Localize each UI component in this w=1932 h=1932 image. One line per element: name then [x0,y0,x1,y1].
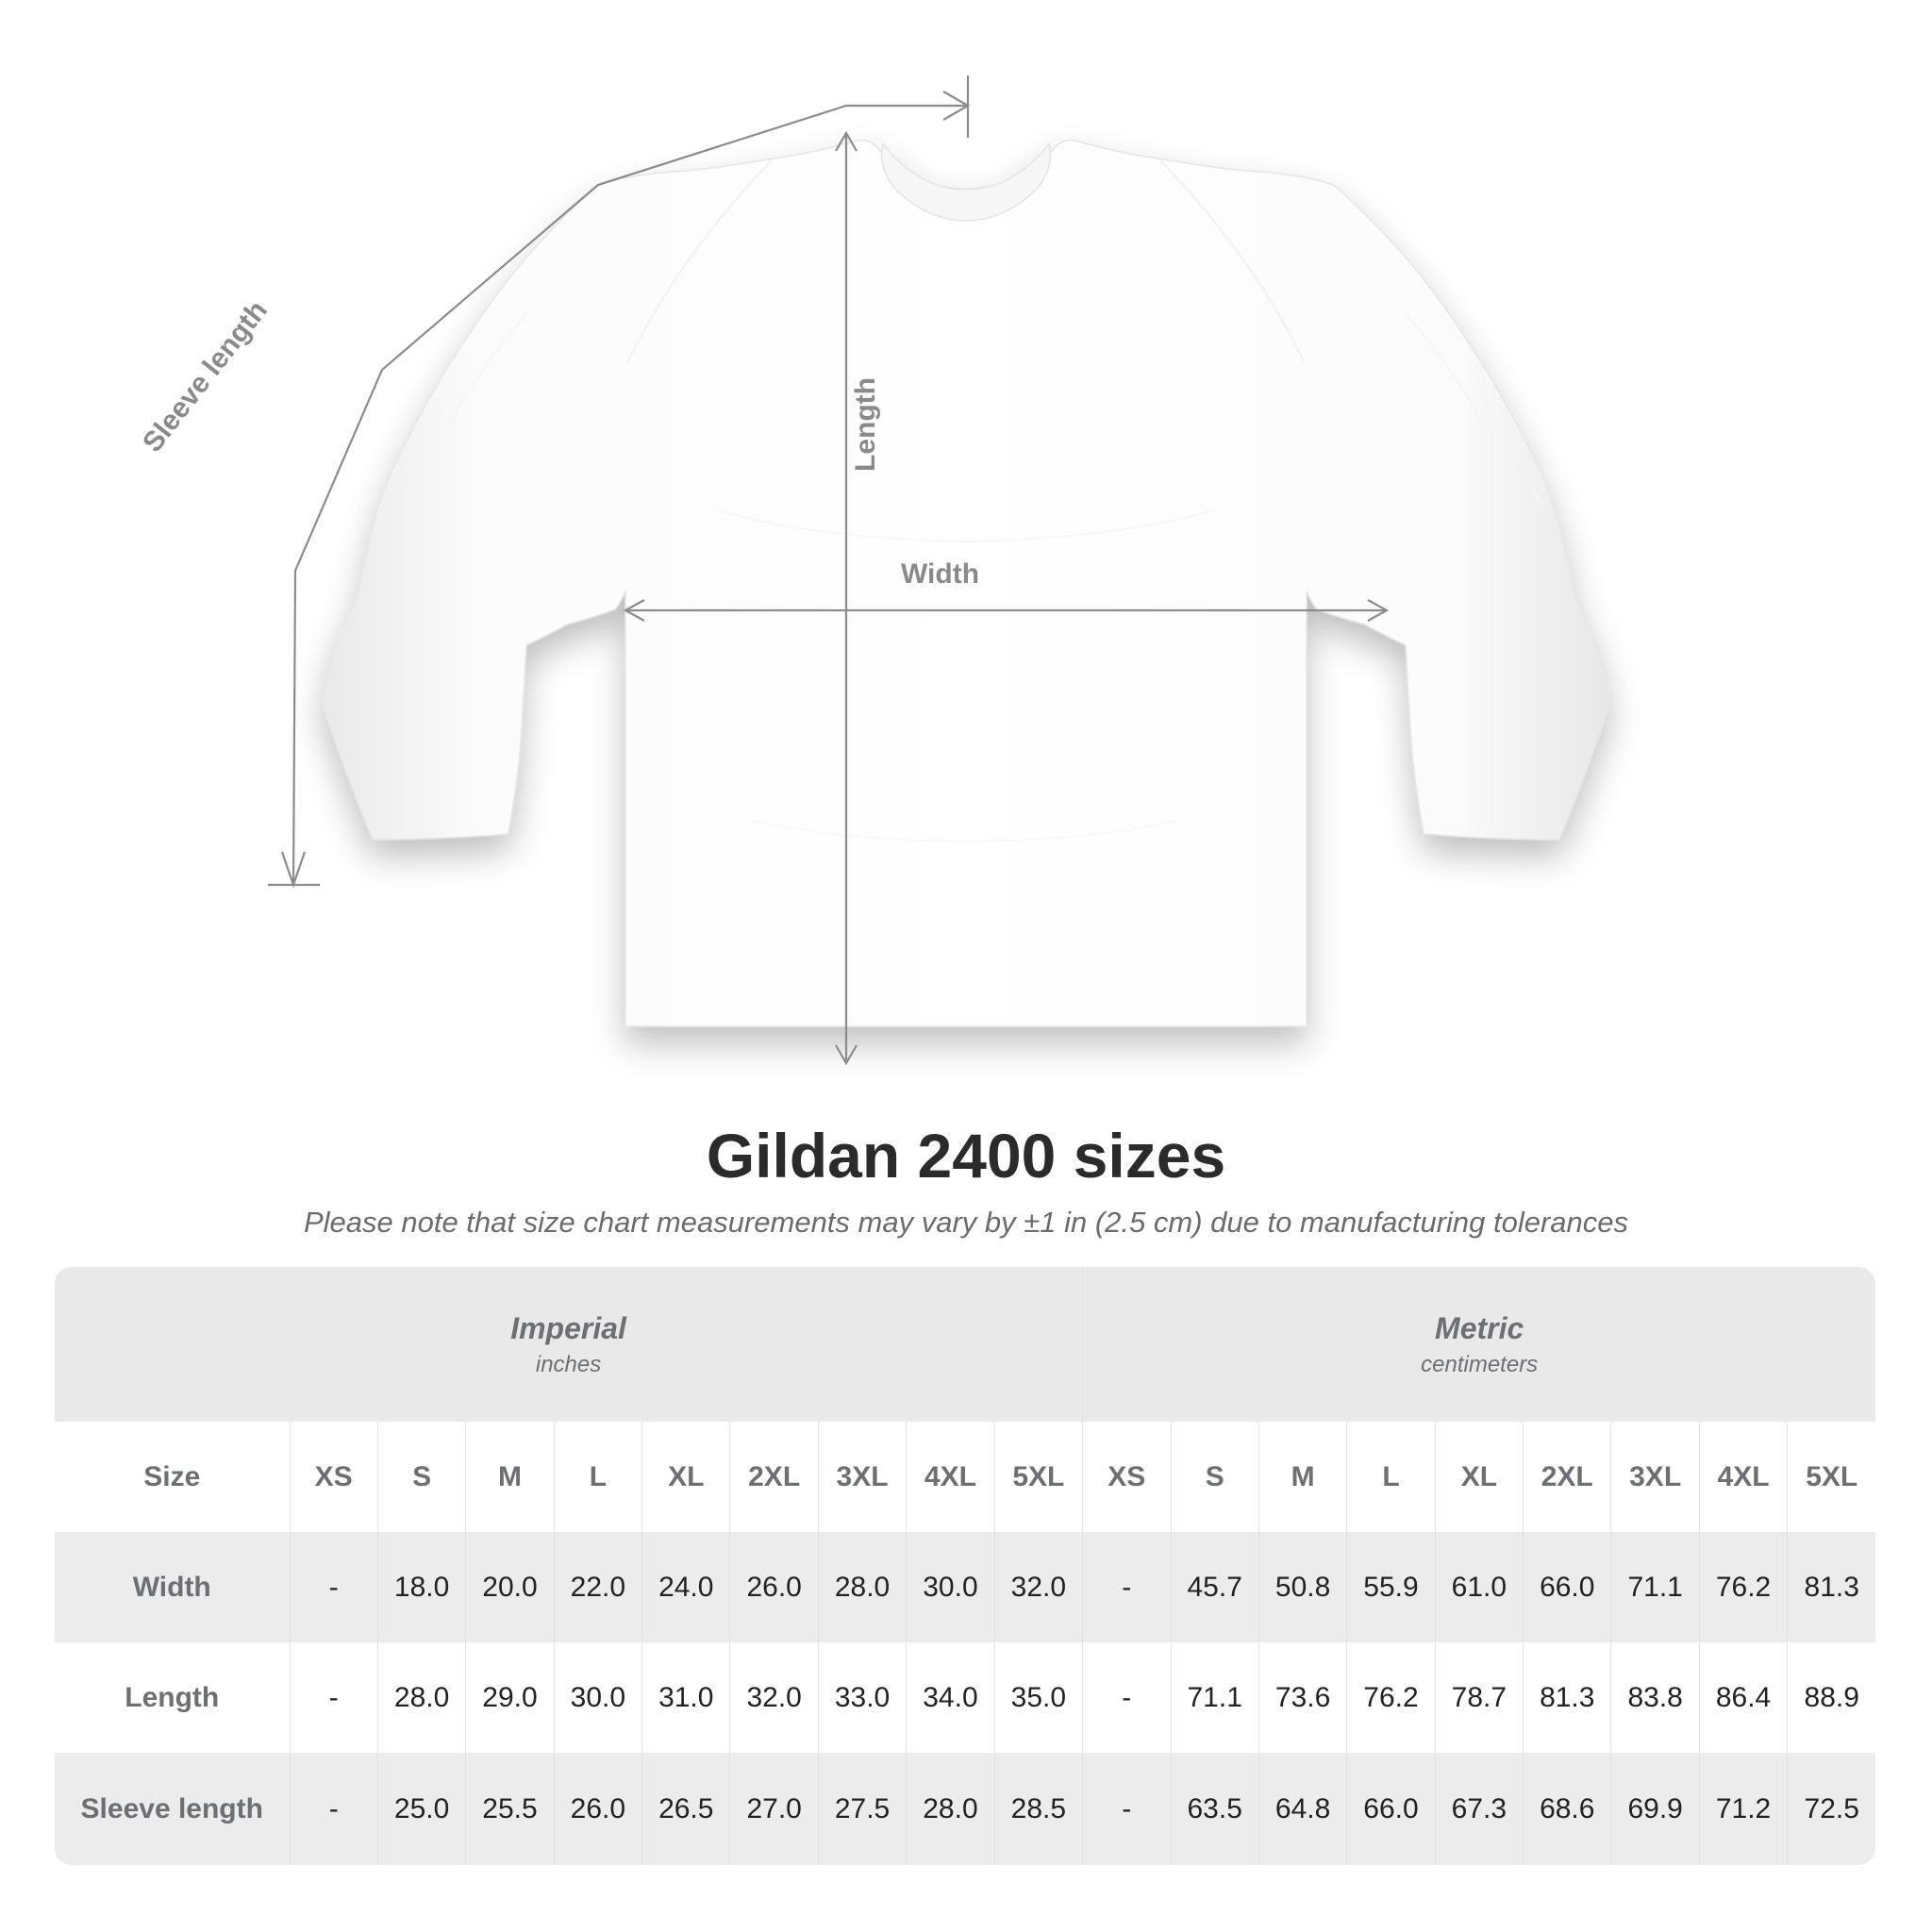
svg-text:Sleeve length: Sleeve length [137,295,274,458]
svg-text:Width: Width [901,558,979,590]
svg-text:Length: Length [850,377,881,472]
